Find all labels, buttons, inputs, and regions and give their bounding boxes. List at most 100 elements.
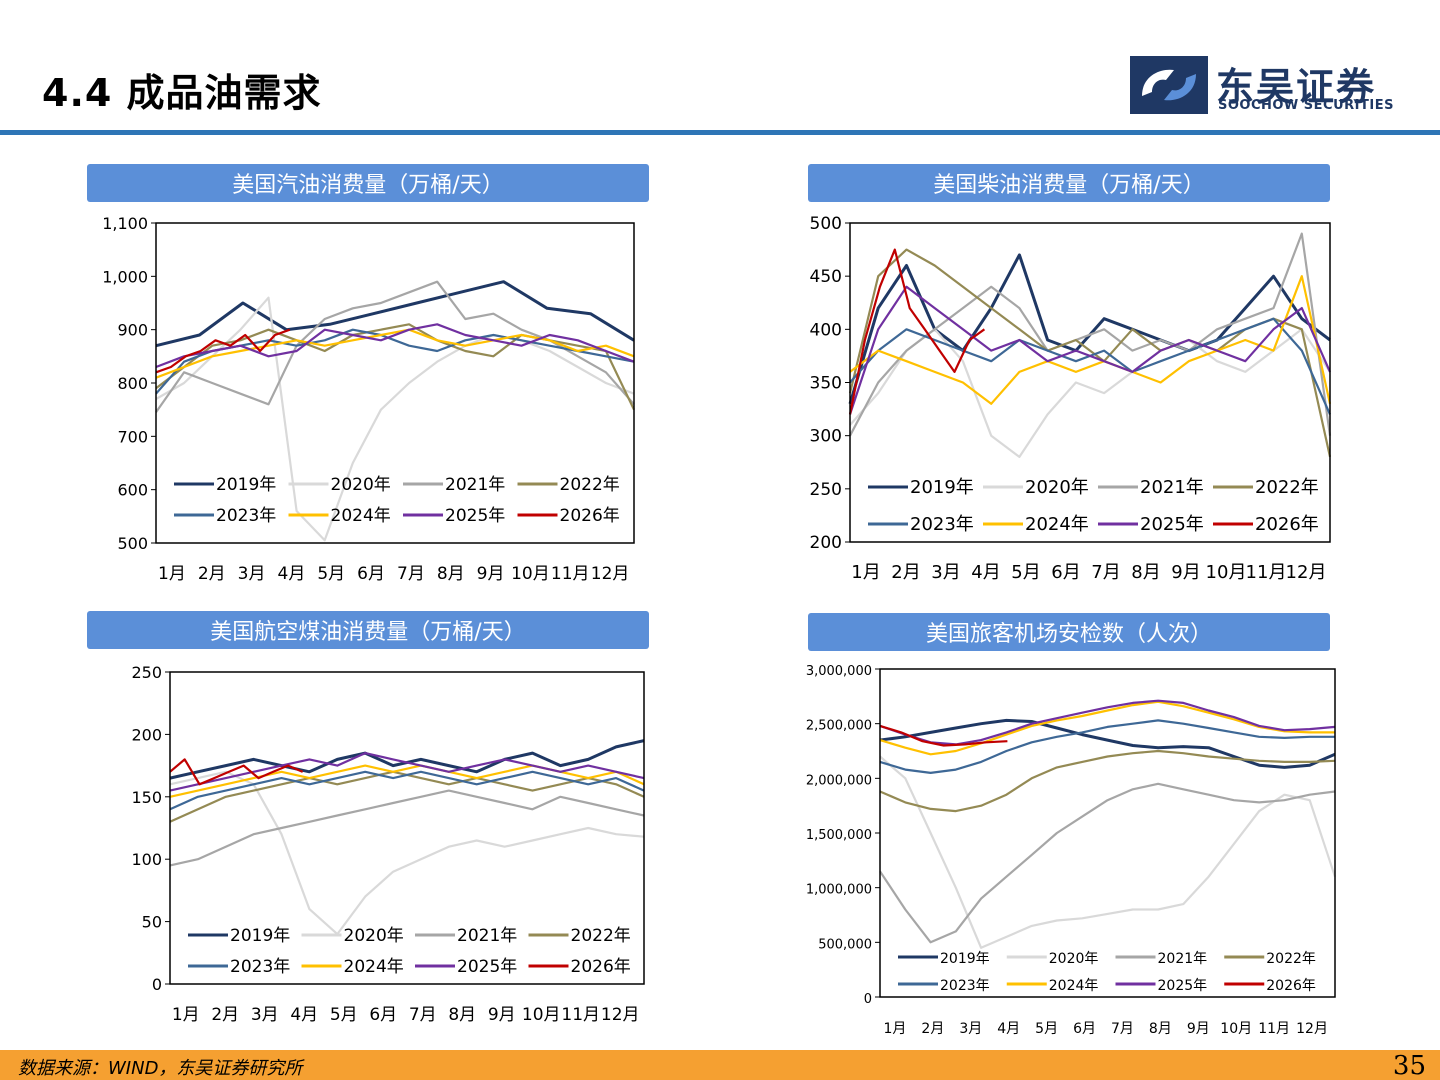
legend-label: 2019年: [910, 477, 974, 498]
legend-label: 2024年: [331, 506, 391, 526]
y-tick-label: 0: [152, 975, 162, 994]
y-tick-label: 500,000: [818, 937, 872, 952]
y-tick-label: 400: [810, 320, 842, 340]
legend-label: 2026年: [560, 506, 620, 526]
legend-label: 2026年: [1266, 978, 1316, 994]
y-tick-label: 50: [142, 913, 162, 932]
y-tick-label: 2,000,000: [806, 773, 872, 788]
x-tick-label: 3月: [959, 1021, 982, 1037]
x-tick-label: 11月: [561, 1005, 600, 1025]
legend-label: 2022年: [560, 475, 620, 495]
series-line-2024: [155, 328, 635, 379]
y-tick-label: 0: [864, 992, 872, 1007]
x-tick-label: 5月: [330, 1005, 358, 1025]
legend-label: 2024年: [1025, 514, 1089, 535]
legend-label: 2021年: [457, 926, 517, 946]
x-tick-label: 5月: [317, 564, 345, 584]
series-line-2025: [155, 323, 635, 369]
legend-label: 2021年: [1158, 951, 1208, 967]
y-tick-label: 100: [131, 850, 162, 869]
series-line-2025: [169, 751, 645, 792]
chart-title-tsa: 美国旅客机场安检数（人次）: [808, 613, 1330, 651]
x-tick-label: 3月: [251, 1005, 279, 1025]
chart-diesel: 200 250 300 350 400 450 500 1月 2月 3月 4月 5月 6月 7月 8月 9月 1…: [810, 214, 1332, 583]
x-tick-label: 8月: [1149, 1021, 1172, 1037]
x-tick-label: 2月: [198, 564, 226, 584]
legend-label: 2021年: [1140, 477, 1204, 498]
y-tick-label: 900: [117, 321, 148, 340]
series-line-2020: [169, 770, 645, 936]
series-line-2023: [155, 328, 635, 395]
legend-label: 2021年: [445, 475, 505, 495]
y-tick-label: 450: [810, 267, 842, 287]
series-line-2019: [155, 280, 635, 348]
footer-bar: 数据来源：WIND，东吴证券研究所 35: [0, 1050, 1440, 1080]
legend-label: 2026年: [571, 957, 631, 977]
y-tick-label: 1,100: [102, 214, 148, 233]
page-number: 35: [1392, 1051, 1426, 1080]
x-tick-label: 10月: [1220, 1021, 1252, 1037]
y-tick-label: 250: [131, 663, 162, 682]
y-tick-label: 250: [810, 480, 842, 500]
x-tick-label: 7月: [409, 1005, 437, 1025]
series-line-2026: [848, 248, 986, 415]
x-tick-label: 10月: [522, 1005, 561, 1025]
legend-label: 2020年: [1049, 951, 1099, 967]
x-tick-label: 11月: [1246, 562, 1287, 583]
x-tick-label: 1月: [883, 1021, 906, 1037]
x-tick-label: 12月: [1286, 562, 1327, 583]
legend-label: 2024年: [1049, 978, 1099, 994]
chart-title-gasoline: 美国汽油消费量（万桶/天）: [87, 164, 649, 202]
series-line-2020: [879, 755, 1337, 949]
x-tick-label: 12月: [1296, 1021, 1328, 1037]
y-tick-label: 500: [810, 214, 842, 234]
y-tick-label: 350: [810, 374, 842, 394]
y-tick-label: 500: [117, 534, 148, 553]
x-tick-label: 9月: [1187, 1021, 1210, 1037]
x-tick-label: 11月: [1258, 1021, 1290, 1037]
y-tick-label: 1,500,000: [806, 828, 872, 843]
x-tick-label: 12月: [591, 564, 630, 584]
page-title: 4.4 成品油需求: [42, 71, 322, 115]
x-tick-label: 7月: [1091, 562, 1120, 583]
company-logo: 东吴证券 SOOCHOW SECURITIES: [1130, 56, 1410, 118]
plot-frame: [169, 671, 645, 985]
series-line-2021: [849, 232, 1332, 437]
legend-label: 2025年: [457, 957, 517, 977]
series-line-2019: [879, 718, 1336, 769]
y-tick-label: 600: [117, 481, 148, 500]
legend-label: 2022年: [1255, 477, 1319, 498]
series-line-2023: [169, 770, 645, 811]
chart-gasoline: 500 600 700 800 900 1,000 1,100 1月 2月 3月 4月 5月 6月 7月 8…: [102, 214, 635, 584]
series-line-2022: [848, 248, 1332, 458]
y-tick-label: 800: [117, 374, 148, 393]
x-tick-label: 1月: [851, 562, 880, 583]
series-line-2026: [155, 328, 291, 374]
x-tick-label: 6月: [369, 1005, 397, 1025]
chart-jetfuel: 0 50 100 150 200 250 1月 2月 3月 4月 5月 6月 7月 8月 9月 10月 11月 1…: [131, 663, 645, 1025]
x-tick-label: 4月: [997, 1021, 1020, 1037]
x-tick-label: 6月: [1073, 1021, 1096, 1037]
y-tick-label: 200: [810, 533, 842, 553]
chart-title-jetfuel: 美国航空煤油消费量（万桶/天）: [87, 611, 649, 649]
x-tick-label: 1月: [158, 564, 186, 584]
x-tick-label: 2月: [211, 1005, 239, 1025]
plot-frame: [155, 222, 635, 544]
legend-label: 2025年: [1140, 514, 1204, 535]
y-tick-label: 700: [117, 427, 148, 446]
series-line-2026: [879, 724, 1008, 747]
x-tick-label: 11月: [551, 564, 590, 584]
y-tick-label: 1,000: [102, 267, 148, 286]
logo-mark-icon: [1130, 56, 1208, 114]
x-tick-label: 9月: [488, 1005, 516, 1025]
x-tick-label: 7月: [397, 564, 425, 584]
y-tick-label: 200: [131, 725, 162, 744]
x-tick-label: 1月: [172, 1005, 200, 1025]
legend-label: 2023年: [940, 978, 990, 994]
x-tick-label: 6月: [357, 564, 385, 584]
legend-label: 2020年: [331, 475, 391, 495]
series-line-2019: [169, 739, 645, 780]
series-line-2025: [848, 285, 1332, 415]
chart-title-diesel: 美国柴油消费量（万桶/天）: [808, 164, 1330, 202]
legend-label: 2020年: [344, 926, 404, 946]
